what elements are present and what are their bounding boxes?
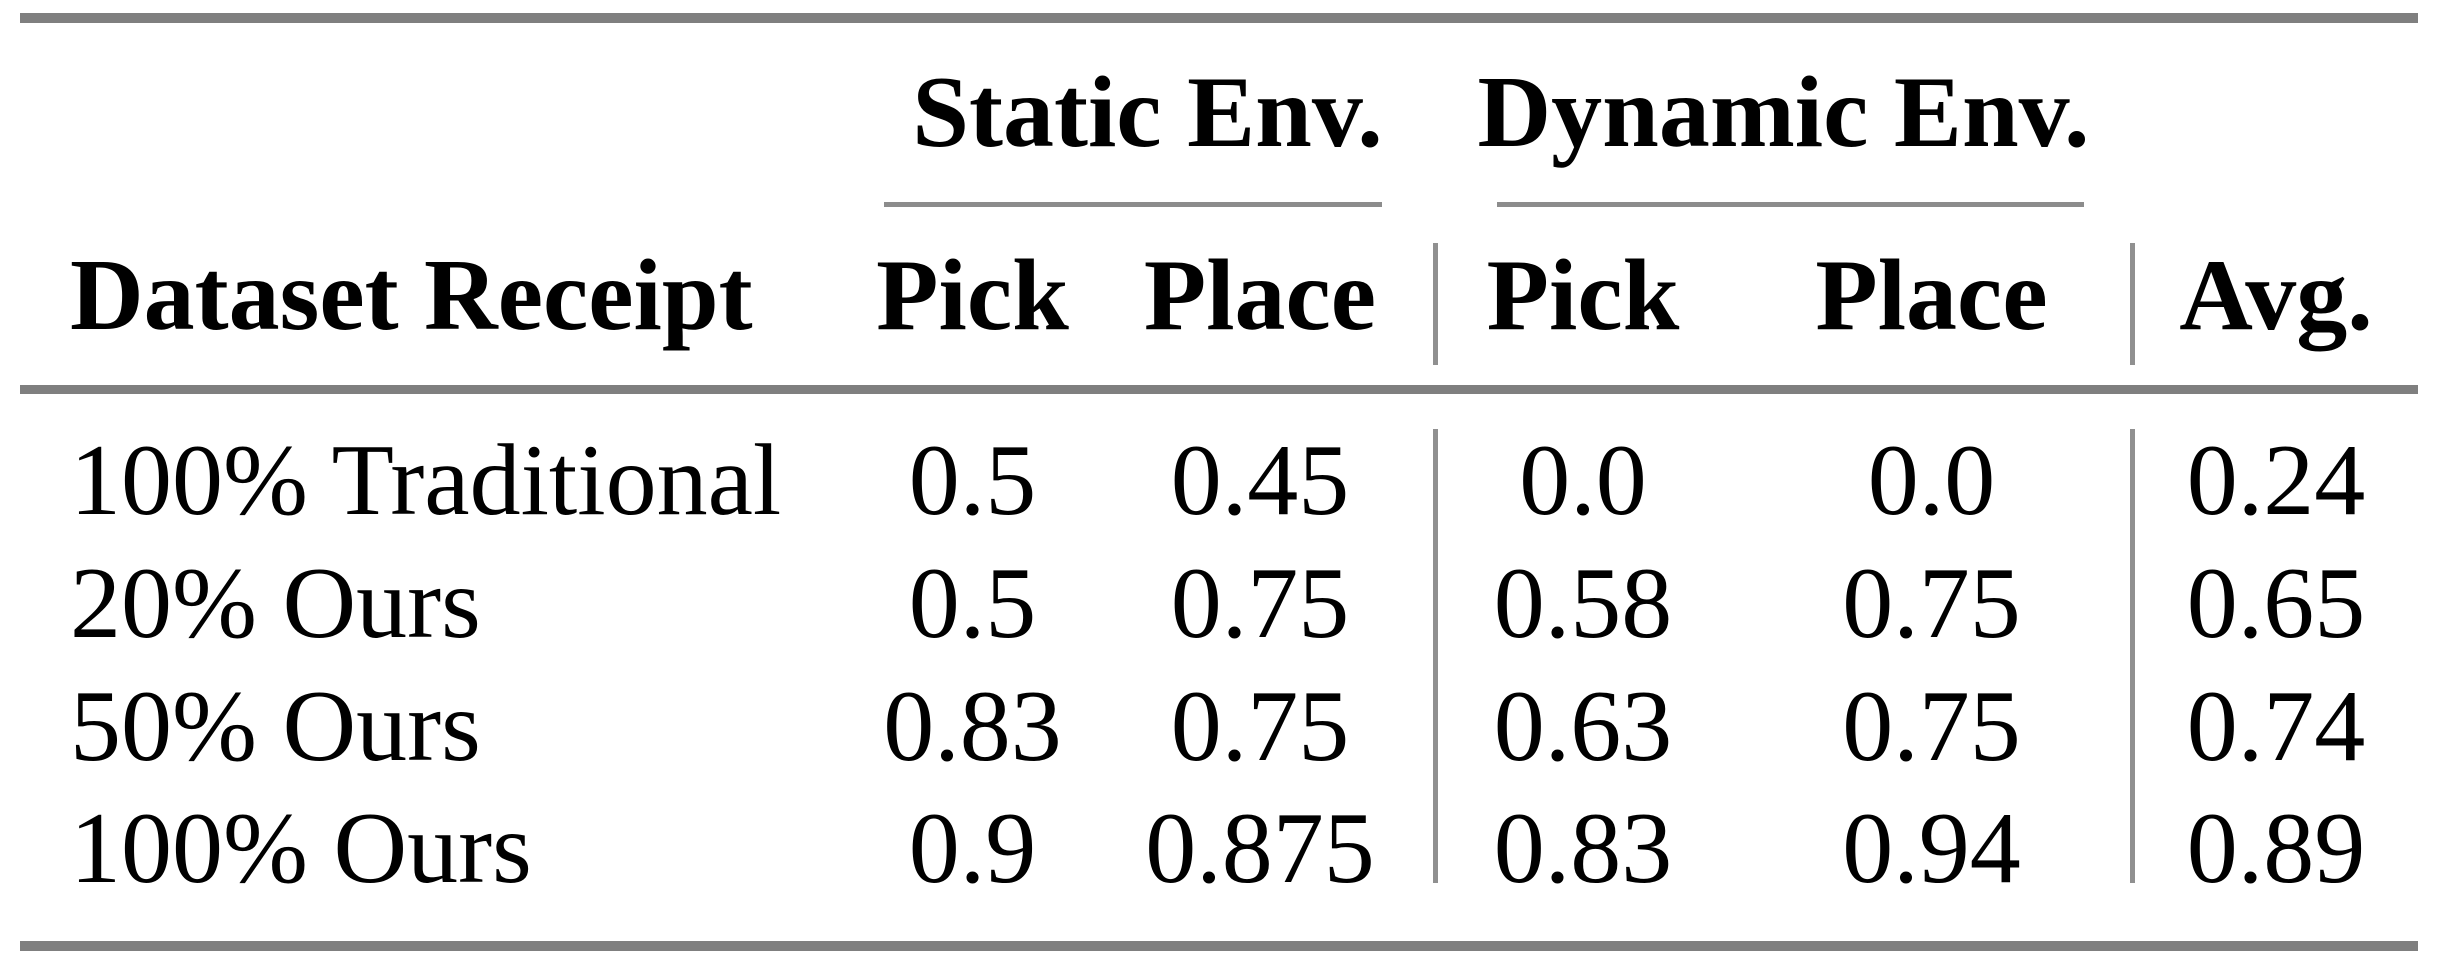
- table-header-rule: [20, 385, 2418, 394]
- col-header-dynamic-pick: Pick: [1486, 238, 1680, 352]
- group-header-spacer: [20, 23, 860, 223]
- cell-avg: 0.74: [2186, 669, 2366, 783]
- group-header-avg-spacer: [2132, 23, 2420, 223]
- cell-dynamic-pick: 0.83: [1493, 792, 1673, 905]
- results-table: Static Env. Dynamic Env. Dataset Receipt…: [20, 23, 2420, 941]
- cell-static-pick: 0.5: [908, 424, 1037, 537]
- row-label: 100% Ours: [70, 792, 532, 905]
- group-header-dynamic-env: Dynamic Env.: [1477, 55, 2090, 169]
- group-header-static-env: Static Env.: [912, 55, 1383, 169]
- cell-static-place: 0.75: [1170, 669, 1350, 783]
- cell-static-place: 0.45: [1170, 424, 1350, 537]
- cell-static-pick: 0.83: [883, 669, 1062, 783]
- cell-dynamic-place: 0.0: [1867, 424, 1996, 537]
- cell-static-pick: 0.5: [908, 546, 1037, 660]
- cell-avg: 0.89: [2186, 792, 2366, 905]
- cell-dynamic-place: 0.94: [1842, 792, 2021, 905]
- table-row: 20% Ours 0.5 0.75 0.58 0.75 0.65: [20, 542, 2420, 665]
- cell-avg: 0.24: [2186, 424, 2366, 537]
- cell-dynamic-pick: 0.63: [1493, 669, 1673, 783]
- cell-dynamic-place: 0.75: [1842, 669, 2021, 783]
- col-header-static-place: Place: [1143, 238, 1377, 352]
- cell-avg: 0.65: [2186, 546, 2366, 660]
- group-header-row: Static Env. Dynamic Env.: [20, 23, 2420, 223]
- static-dynamic-separator-header: [1433, 243, 1438, 365]
- dynamic-avg-separator-header: [2130, 243, 2135, 365]
- cell-static-place: 0.875: [1145, 792, 1375, 905]
- col-header-dynamic-place: Place: [1815, 238, 2048, 352]
- table-top-rule: [20, 13, 2418, 23]
- table-row: 100% Ours 0.9 0.875 0.83 0.94 0.89: [20, 788, 2420, 941]
- col-header-dataset-receipt: Dataset Receipt: [70, 238, 753, 352]
- table-row: 100% Traditional 0.5 0.45 0.0 0.0 0.24: [20, 394, 2420, 542]
- column-header-row: Dataset Receipt Pick Place Pick Place Av…: [20, 223, 2420, 394]
- static-dynamic-separator-body: [1433, 429, 1438, 883]
- col-header-avg: Avg.: [2179, 238, 2373, 352]
- static-env-cmidrule: [884, 202, 1382, 207]
- cell-dynamic-pick: 0.0: [1519, 424, 1647, 537]
- cell-static-pick: 0.9: [908, 792, 1037, 905]
- cell-dynamic-pick: 0.58: [1493, 546, 1673, 660]
- row-label: 50% Ours: [70, 669, 481, 783]
- table-bottom-rule: [20, 941, 2418, 951]
- row-label: 20% Ours: [70, 546, 481, 660]
- cell-dynamic-place: 0.75: [1842, 546, 2021, 660]
- row-label: 100% Traditional: [70, 424, 782, 537]
- dynamic-avg-separator-body: [2130, 429, 2135, 883]
- dynamic-env-cmidrule: [1497, 202, 2084, 207]
- cell-static-place: 0.75: [1170, 546, 1350, 660]
- table-row: 50% Ours 0.83 0.75 0.63 0.75 0.74: [20, 665, 2420, 788]
- col-header-static-pick: Pick: [876, 238, 1069, 352]
